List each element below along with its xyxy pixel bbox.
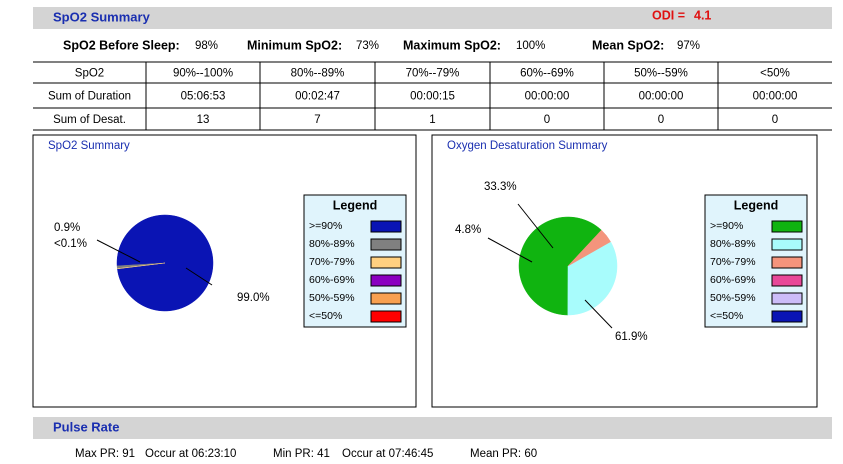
- odi-value: 4.1: [694, 8, 711, 22]
- section-title: SpO2 Summary: [53, 9, 151, 24]
- table-cell: 50%--59%: [634, 68, 688, 80]
- legend-label: 60%-69%: [710, 274, 756, 286]
- data-label: 0.9%: [54, 222, 80, 234]
- stat-value: 98%: [195, 40, 218, 52]
- pie-slice: [116, 214, 214, 312]
- stat-label: Mean SpO2:: [592, 38, 664, 52]
- pulse-bar: [33, 417, 832, 439]
- table-cell: 0: [544, 114, 550, 126]
- leader-line: [96, 239, 141, 263]
- stat-value: 100%: [516, 40, 545, 52]
- table-cell: 00:00:00: [639, 91, 684, 103]
- data-label: 99.0%: [237, 292, 270, 304]
- stat-label: Maximum SpO2:: [403, 38, 501, 52]
- table-cell: 00:02:47: [295, 91, 340, 103]
- table-cell: 7: [314, 114, 320, 126]
- data-label: 4.8%: [455, 224, 481, 236]
- legend-label: 70%-79%: [710, 256, 756, 268]
- table-cell: 13: [197, 114, 210, 126]
- pulse-item: Occur at 06:23:10: [145, 448, 236, 459]
- legend-swatch: [370, 238, 402, 251]
- stat-value: 73%: [356, 40, 379, 52]
- table-cell: SpO2: [75, 68, 104, 80]
- section-title: Pulse Rate: [53, 419, 119, 434]
- pulse-item: Mean PR: 60: [470, 448, 537, 459]
- leader-line: [584, 299, 613, 329]
- legend-label: >=90%: [309, 220, 342, 232]
- pie-slice: [567, 241, 618, 316]
- table-cell: 80%--89%: [291, 68, 345, 80]
- leader-line: [517, 203, 554, 249]
- legend-swatch: [771, 220, 803, 233]
- legend-title: Legend: [333, 198, 377, 212]
- leader-line: [487, 237, 533, 263]
- legend-swatch: [370, 256, 402, 269]
- legend-title: Legend: [734, 198, 778, 212]
- table-cell: 05:06:53: [181, 91, 226, 103]
- table-cell: 0: [658, 114, 664, 126]
- header-bar: [33, 7, 832, 29]
- legend-label: 70%-79%: [309, 256, 355, 268]
- chart-title: SpO2 Summary: [48, 140, 130, 152]
- legend-swatch: [771, 238, 803, 251]
- legend-label: <=50%: [710, 310, 743, 322]
- legend-swatch: [771, 274, 803, 287]
- pulse-item: Occur at 07:46:45: [342, 448, 433, 459]
- legend-label: <=50%: [309, 310, 342, 322]
- table-cell: 1: [429, 114, 435, 126]
- odi-label: ODI =: [652, 8, 685, 22]
- pie-slice: [567, 229, 611, 267]
- legend-swatch: [370, 220, 402, 233]
- table-cell: Sum of Desat.: [53, 114, 126, 126]
- legend-label: 80%-89%: [309, 238, 355, 250]
- legend-label: 60%-69%: [309, 274, 355, 286]
- stat-value: 97%: [677, 40, 700, 52]
- table-cell: 90%--100%: [173, 68, 233, 80]
- pulse-item: Max PR: 91: [75, 448, 135, 459]
- legend-swatch: [370, 310, 402, 323]
- table-cell: <50%: [760, 68, 790, 80]
- table-cell: 0: [772, 114, 778, 126]
- data-label: <0.1%: [54, 238, 87, 250]
- legend-label: >=90%: [710, 220, 743, 232]
- table-cell: Sum of Duration: [48, 91, 131, 103]
- table-cell: 00:00:00: [525, 91, 570, 103]
- stat-label: Minimum SpO2:: [247, 38, 342, 52]
- data-label: 61.9%: [615, 331, 648, 343]
- data-label: 33.3%: [484, 181, 517, 193]
- legend-label: 80%-89%: [710, 238, 756, 250]
- chart-title: Oxygen Desaturation Summary: [447, 140, 608, 152]
- legend-label: 50%-59%: [309, 292, 355, 304]
- table-cell: 00:00:00: [753, 91, 798, 103]
- legend-swatch: [771, 256, 803, 269]
- legend-swatch: [370, 292, 402, 305]
- pie-slice: [518, 216, 602, 316]
- pie-slice: [117, 262, 166, 270]
- legend-swatch: [370, 274, 402, 287]
- table-cell: 00:00:15: [410, 91, 455, 103]
- table-cell: 60%--69%: [520, 68, 574, 80]
- legend-swatch: [771, 310, 803, 323]
- leader-line: [185, 267, 213, 286]
- stat-label: SpO2 Before Sleep:: [63, 38, 180, 52]
- legend-label: 50%-59%: [710, 292, 756, 304]
- legend-swatch: [771, 292, 803, 305]
- table-cell: 70%--79%: [406, 68, 460, 80]
- pulse-item: Min PR: 41: [273, 448, 330, 459]
